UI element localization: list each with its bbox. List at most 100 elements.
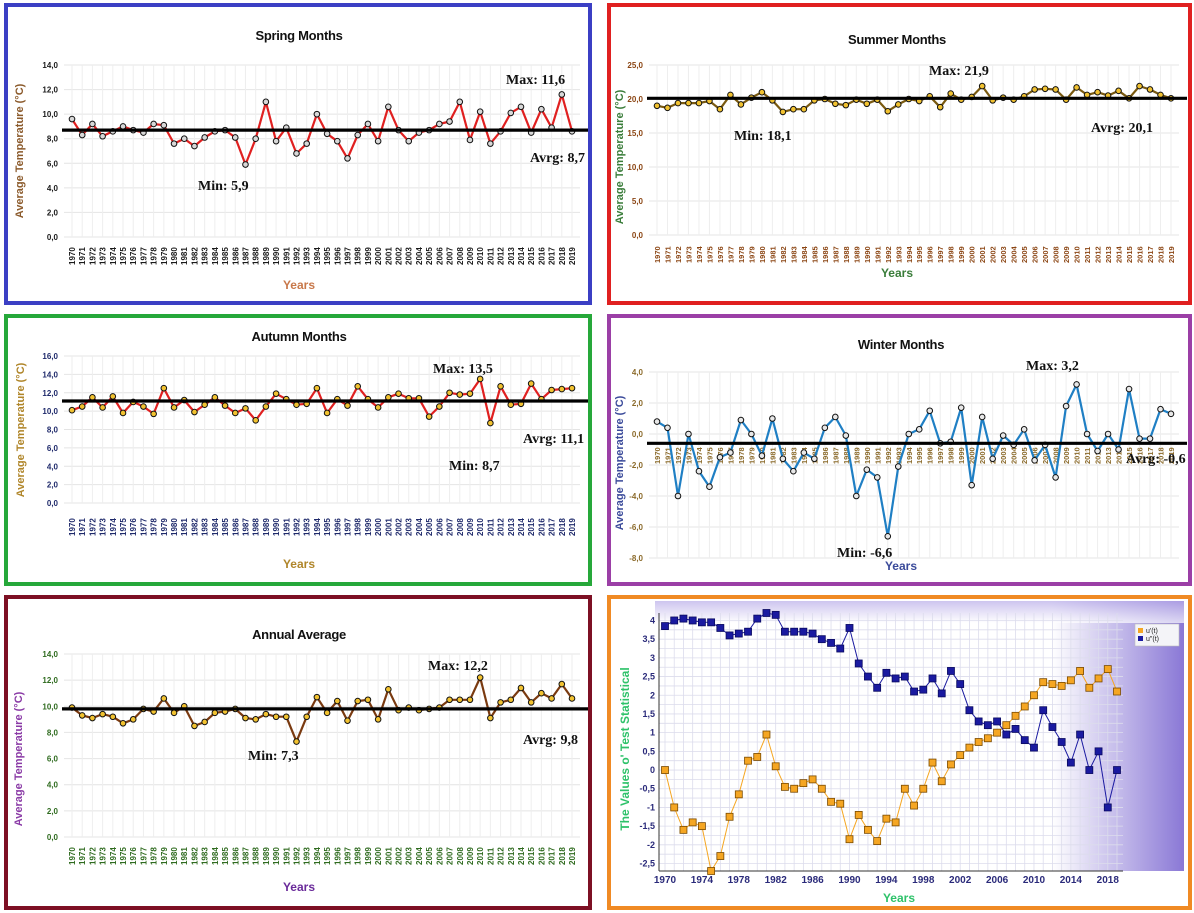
x-tick-label: 1985	[221, 847, 230, 865]
x-tick-label: 1972	[88, 247, 97, 265]
x-tick-label: 2018	[558, 847, 567, 865]
data-point	[716, 105, 724, 113]
y-tick-label: 0,0	[47, 233, 59, 242]
data-point	[1136, 435, 1143, 442]
data-point	[272, 390, 280, 397]
data-point	[685, 430, 692, 438]
data-point	[670, 803, 679, 812]
x-tick-label: 1986	[821, 447, 830, 464]
x-tick-label: 1974	[109, 247, 118, 265]
x-tick-label: 2011	[486, 247, 495, 265]
data-point	[99, 404, 106, 411]
x-tick-label: 1994	[313, 247, 322, 265]
x-tick-label: 1996	[926, 246, 935, 263]
x-tick-label: 1977	[139, 518, 148, 536]
data-point	[836, 644, 845, 653]
data-point	[191, 722, 198, 730]
data-point	[476, 375, 484, 383]
data-point	[716, 852, 725, 860]
x-tick-label: 2005	[1020, 447, 1029, 464]
x-tick-label: 1985	[221, 518, 230, 536]
x-tick-label: 2012	[1094, 447, 1103, 464]
x-tick-label: 2011	[486, 847, 495, 865]
x-tick-label: 1986	[821, 246, 830, 263]
data-point	[1020, 702, 1029, 711]
x-tick-label: 1998	[354, 518, 363, 536]
x-tick-label: 1989	[852, 447, 861, 464]
data-point	[78, 403, 86, 410]
x-tick-label: 2000	[374, 847, 383, 865]
x-tick-label: 2005	[1020, 246, 1029, 263]
data-point	[201, 718, 208, 726]
data-point	[842, 101, 850, 109]
x-tick-label: 2002	[395, 518, 404, 536]
avg-annotation-value: 11,1	[560, 432, 584, 447]
data-point	[999, 432, 1007, 439]
y-tick-label: 4	[650, 615, 655, 625]
y-tick-label: 12,0	[42, 86, 58, 95]
data-point	[769, 415, 776, 422]
grid	[64, 355, 580, 504]
x-tick-label: 1978	[150, 247, 159, 265]
data-point	[425, 413, 433, 420]
x-tick-label: 1985	[810, 246, 819, 263]
data-point	[334, 697, 341, 705]
x-tick-label: 1987	[241, 518, 250, 536]
x-tick-label: 2014	[1115, 245, 1124, 263]
data-point	[1167, 410, 1175, 418]
data-point	[928, 674, 937, 683]
y-tick-label: 2,0	[47, 807, 59, 816]
y-tick-label: 0,0	[47, 833, 59, 842]
data-point	[989, 455, 996, 463]
min-annotation-label: Min:	[837, 546, 867, 561]
avg-annotation-label: Avrg:	[530, 151, 564, 166]
x-tick-label: 1970	[653, 246, 662, 263]
data-point	[385, 394, 392, 401]
x-tick-label: 2001	[978, 447, 987, 464]
data-point	[900, 672, 909, 681]
max-annotation-label: Max:	[433, 362, 465, 377]
y-tick-label: 2,0	[47, 481, 59, 490]
x-tick-label: 1995	[323, 247, 332, 265]
max-annotation-value: 12,2	[463, 659, 488, 674]
x-tick-label: 2009	[1062, 246, 1071, 263]
x-tick-label: 1982	[190, 247, 199, 265]
data-point	[983, 721, 992, 730]
data-point	[78, 712, 86, 719]
x-tick-label: 2001	[978, 246, 987, 263]
x-tick-label: 2003	[405, 247, 414, 265]
data-point	[891, 674, 900, 683]
x-tick-label: 1981	[180, 518, 189, 536]
x-tick-label: 2012	[497, 247, 506, 265]
x-tick-label: 1978	[150, 847, 159, 865]
min-annotation-label: Min:	[734, 129, 764, 144]
data-point	[476, 108, 484, 115]
x-tick-label: 1978	[728, 875, 751, 886]
data-point	[653, 418, 661, 425]
x-tick-label: 2014	[1115, 446, 1124, 464]
x-tick-label: 2018	[1157, 246, 1166, 263]
data-point	[89, 714, 96, 722]
avg-annotation: Avrg: 20,1	[1091, 121, 1153, 136]
x-tick-label: 1972	[674, 447, 683, 464]
y-tick-label: 0,0	[632, 231, 644, 240]
grid	[64, 653, 580, 838]
data-point	[737, 416, 745, 424]
data-point	[568, 384, 576, 392]
data-point	[160, 384, 168, 392]
x-tick-label: 2003	[999, 447, 1008, 464]
x-tick-label: 1994	[905, 245, 914, 263]
grid	[64, 64, 580, 238]
data-point	[894, 101, 902, 108]
x-tick-label: 1988	[252, 247, 261, 265]
data-point	[891, 818, 900, 827]
y-tick-label: -2	[647, 840, 655, 850]
data-point	[965, 706, 974, 715]
grid	[649, 371, 1179, 559]
y-tick-label: 5,0	[632, 197, 644, 206]
data-point	[707, 867, 716, 875]
max-annotation: Max: 21,9	[929, 64, 989, 79]
y-tick-label: 14,0	[42, 370, 58, 379]
max-annotation-value: 3,2	[1061, 359, 1079, 374]
data-point	[779, 108, 787, 116]
